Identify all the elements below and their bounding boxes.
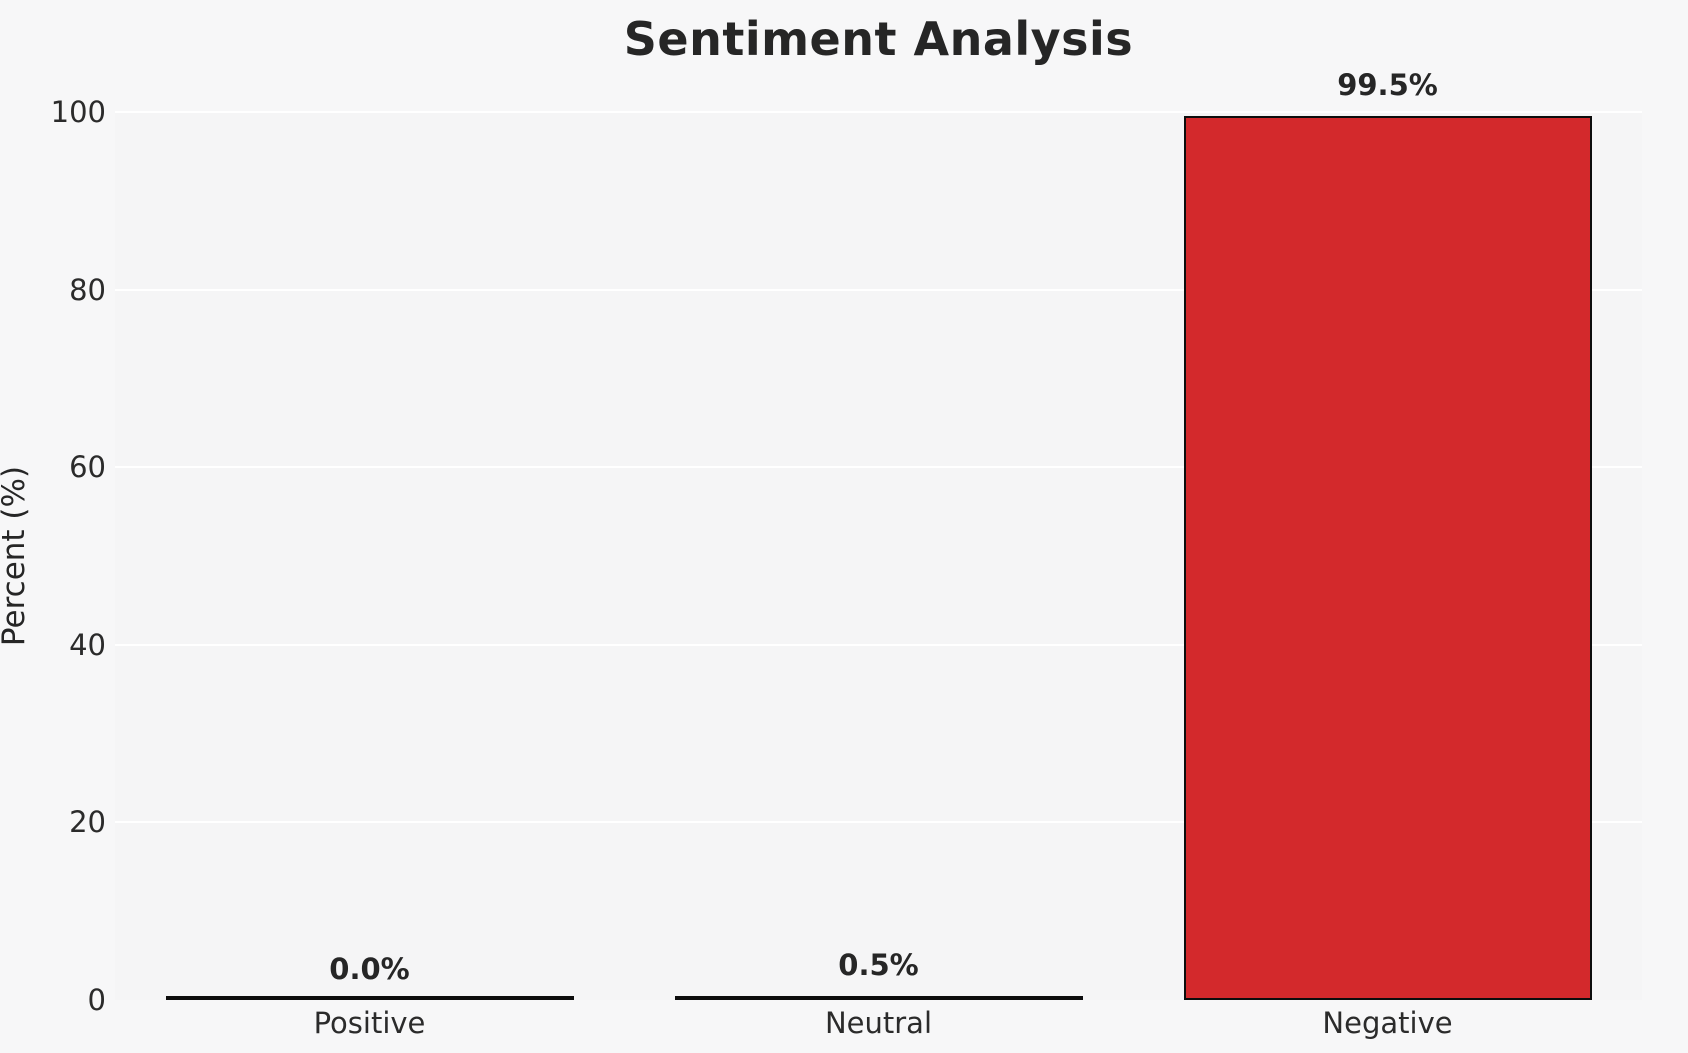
x-tick-label: Positive xyxy=(313,1006,426,1040)
gridline xyxy=(115,821,1642,824)
gridline xyxy=(115,111,1642,113)
bar-value-label: 0.5% xyxy=(838,947,919,982)
y-tick-label: 20 xyxy=(69,805,106,840)
plot-area: 0.0% 0.5% 99.5% xyxy=(115,68,1642,1000)
gridline xyxy=(115,288,1642,291)
y-tick-label: 0 xyxy=(87,983,106,1017)
x-tick-label: Negative xyxy=(1322,1006,1453,1040)
chart-title: Sentiment Analysis xyxy=(623,12,1134,66)
x-tick-label: Neutral xyxy=(824,1006,933,1040)
bar-neutral xyxy=(674,995,1083,1000)
y-tick-label: 60 xyxy=(69,450,106,485)
bar-value-label: 0.0% xyxy=(329,952,410,986)
bar-negative xyxy=(1183,116,1592,1000)
gridline xyxy=(115,643,1642,646)
y-tick-label: 80 xyxy=(69,272,106,307)
bar-value-label: 99.5% xyxy=(1337,68,1438,103)
y-tick-label: 100 xyxy=(50,95,106,129)
y-axis-label: Percent (%) xyxy=(0,465,32,647)
bar-positive xyxy=(165,996,574,1000)
gridline xyxy=(115,466,1642,469)
y-tick-label: 40 xyxy=(69,627,106,662)
